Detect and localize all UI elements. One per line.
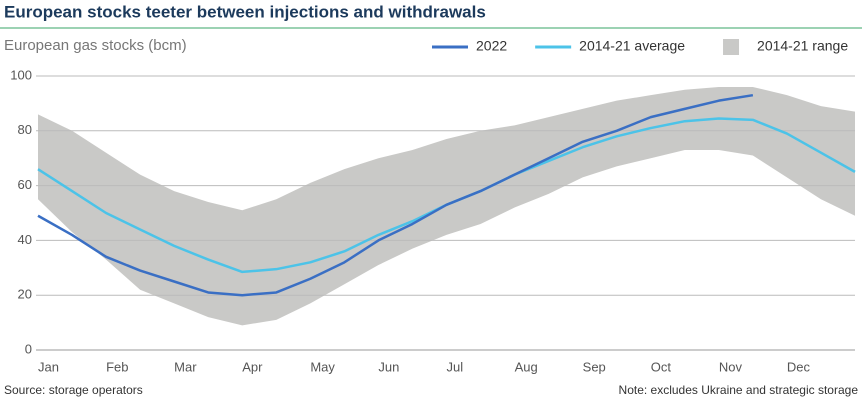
x-tick-label: Dec (787, 359, 811, 374)
y-tick-label: 80 (18, 122, 32, 137)
legend-label: 2014-21 range (757, 38, 848, 54)
plot-area (36, 75, 856, 351)
chart-title: European stocks teeter between injection… (4, 2, 486, 21)
legend-swatch (723, 39, 740, 55)
x-tick-label: Apr (242, 359, 263, 374)
subtitle: European gas stocks (bcm) (4, 37, 187, 54)
y-tick-label: 100 (10, 67, 32, 82)
x-tick-label: Aug (515, 359, 538, 374)
y-tick-label: 20 (18, 287, 32, 302)
x-tick-label: May (310, 359, 335, 374)
source: Source: storage operators (4, 383, 143, 397)
note: Note: excludes Ukraine and strategic sto… (619, 383, 859, 397)
legend-item: 2014-21 average (535, 38, 685, 54)
y-tick-label: 0 (25, 341, 32, 356)
y-tick-label: 40 (18, 232, 32, 247)
y-tick-label: 60 (18, 177, 32, 192)
x-tick-label: Jul (447, 359, 464, 374)
legend-item: 2022 (432, 38, 507, 54)
x-tick-label: Sep (583, 359, 606, 374)
x-tick-label: Nov (719, 359, 743, 374)
x-tick-label: Jun (378, 359, 399, 374)
x-tick-label: Mar (174, 359, 197, 374)
x-tick-label: Jan (38, 359, 59, 374)
line (37, 93, 754, 297)
x-tick-label: Feb (106, 359, 128, 374)
legend-label: 2014-21 average (579, 38, 685, 54)
legend-item: 2014-21 range (723, 38, 848, 55)
x-tick-label: Oct (651, 359, 672, 374)
legend-label: 2022 (476, 38, 507, 54)
